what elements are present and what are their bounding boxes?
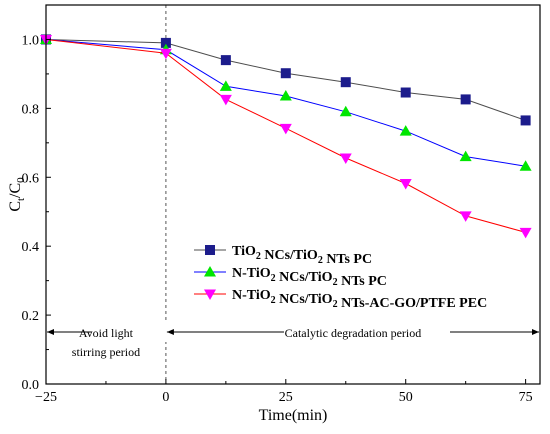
series-1-point <box>520 115 531 126</box>
series-1-point <box>280 68 291 79</box>
legend-marker-3 <box>204 289 216 300</box>
y-tick-label: 1.0 <box>22 33 40 48</box>
x-tick-label: 75 <box>519 390 533 405</box>
series-2-point <box>459 150 472 162</box>
dark-period-label-bg <box>92 322 174 342</box>
y-tick-label: 0.0 <box>22 378 40 393</box>
x-tick-label: 25 <box>279 390 293 405</box>
series-1-line <box>45 39 526 121</box>
axes: −25 0 25 50 75 0.0 0.2 0.4 0.6 0.8 1.0 Time(min) Ct/… <box>7 4 541 424</box>
x-axis-label: Time(min) <box>259 407 328 424</box>
series-1-point <box>460 94 471 105</box>
reaction-period-arrow-right <box>532 329 539 335</box>
legend-marker-1 <box>205 245 215 255</box>
x-tick-label: 50 <box>399 390 413 405</box>
series-2-point <box>519 160 532 171</box>
legend-label-3: N-TiO2 NCs/TiO2 NTs-AC-GO/PTFE PEC <box>232 288 487 311</box>
reaction-period-arrow-left <box>166 329 174 335</box>
series-3-point <box>279 123 292 135</box>
reaction-period-label-bg <box>284 322 450 342</box>
legend: TiO2 NCs/TiO2 NTs PCN-TiO2 NCs/TiO2 NTs … <box>194 244 487 311</box>
y-tick-label: 0.4 <box>22 240 40 255</box>
y-axis-label: Ct/C0 <box>7 177 27 212</box>
plot-frame <box>45 4 541 385</box>
series-1-point <box>220 55 231 66</box>
x-tick-label: −25 <box>35 390 57 405</box>
legend-label-1: TiO2 NCs/TiO2 NTs PC <box>232 244 372 267</box>
series-1-point <box>340 77 351 88</box>
legend-label-2: N-TiO2 NCs/TiO2 NTs PC <box>232 266 387 289</box>
series-2-point <box>339 105 352 117</box>
legend-marker-2 <box>204 266 216 277</box>
dark-period-arrow-left <box>47 329 54 335</box>
series-3-point <box>459 211 472 222</box>
x-tick-label: 0 <box>162 390 169 405</box>
annotations: Avoid light stirring period Catalytic degr… <box>47 322 539 359</box>
series-1-point <box>400 87 411 98</box>
y-tick-label: 0.8 <box>22 102 40 117</box>
series-2-point <box>219 80 232 91</box>
series-3-line <box>45 39 526 233</box>
y-tick-label: 0.2 <box>22 309 40 324</box>
reaction-period-label: Catalytic degradation period <box>285 326 422 340</box>
dark-period-label: Avoid light <box>79 326 134 340</box>
series-3-point <box>219 94 232 106</box>
series-3-point <box>399 178 412 190</box>
series-2-line <box>45 39 526 167</box>
y-tick-label: 0.6 <box>22 171 40 186</box>
series-1-point <box>160 37 171 48</box>
series-3-point <box>519 227 532 239</box>
series-3-point <box>339 153 352 164</box>
series-2-point <box>279 89 292 101</box>
dark-period-label-2: stirring period <box>72 345 140 359</box>
series-2-point <box>399 125 412 136</box>
series-3-point <box>159 48 172 60</box>
